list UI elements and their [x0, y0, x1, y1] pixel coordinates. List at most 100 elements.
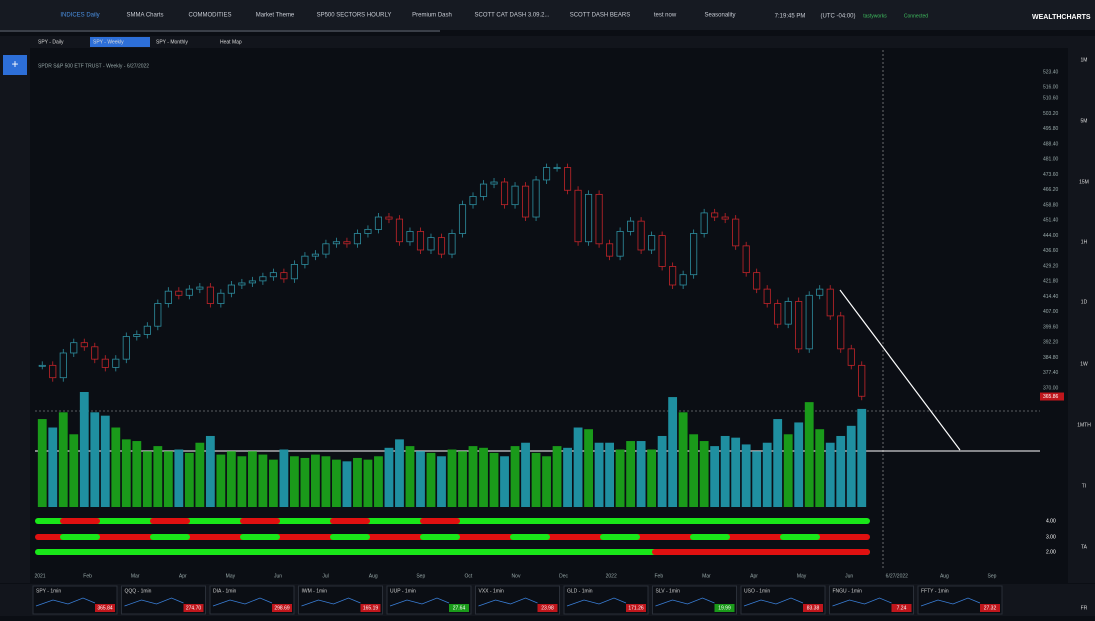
candle [553, 167, 561, 169]
sub-tab[interactable]: SPY - Monthly [156, 39, 188, 45]
volume-bar [268, 459, 278, 507]
candle [196, 286, 204, 290]
indicator-segment [652, 549, 870, 555]
last-price: 365.86 [1043, 394, 1059, 400]
top-tab[interactable]: SCOTT DASH BEARS [570, 13, 631, 19]
candle [374, 216, 383, 230]
top-tab[interactable]: COMMODITIES [189, 13, 232, 19]
price-box [891, 604, 912, 612]
ticker-card[interactable] [475, 585, 560, 615]
indicator-segment [60, 518, 100, 524]
y-tick-label: 516.00 [1043, 85, 1059, 91]
y-tick-label: 377.40 [1043, 370, 1059, 376]
x-tick-label: Mar [131, 573, 140, 579]
candle [290, 264, 298, 280]
volume-bar [773, 419, 783, 507]
x-tick-label: Feb [83, 573, 92, 579]
volume-bar [37, 419, 47, 507]
timeframe[interactable]: TA [1081, 544, 1088, 550]
candle [585, 193, 593, 243]
volume-bar [384, 447, 394, 507]
indicator-segment [780, 534, 820, 540]
top-tab[interactable]: test now [654, 13, 677, 19]
x-tick-label: 6/27/2022 [886, 573, 908, 579]
timeframe[interactable]: 1H [1081, 239, 1088, 245]
y-tick-label: 451.40 [1043, 218, 1059, 224]
volume-bar [689, 434, 699, 507]
candle [700, 212, 708, 234]
sparkline [832, 597, 892, 607]
x-tick-label: Mar [702, 573, 711, 579]
volume-bar [636, 441, 646, 507]
timeframe[interactable]: 5M [1081, 118, 1088, 124]
ticker-name: FFTY - 1min [921, 588, 949, 594]
ticker-price: 27.32 [984, 605, 997, 611]
sub-tab-bar [0, 36, 1095, 48]
price-box [803, 604, 823, 612]
timeframe[interactable]: 15M [1079, 179, 1089, 185]
right-toolbar [1068, 48, 1095, 583]
timeframe[interactable]: 1M [1081, 57, 1088, 63]
candle [490, 181, 498, 185]
sparkline [301, 597, 361, 607]
price-box [449, 604, 469, 612]
ticker-price: 171.26 [628, 605, 644, 611]
volume-bar [48, 427, 58, 507]
sub-tab[interactable]: Heat Map [220, 39, 242, 45]
volume-bar [710, 446, 720, 507]
y-tick-label: 523.40 [1043, 69, 1059, 75]
candle [847, 348, 855, 366]
top-tab[interactable]: SP500 SECTORS HOURLY [317, 13, 392, 19]
volume-bar [647, 449, 657, 507]
ticker-price: 298.69 [274, 605, 290, 611]
active-tab [90, 37, 150, 47]
top-tab[interactable]: SMMA Charts [126, 13, 163, 19]
timeframe[interactable]: 1MTH [1077, 422, 1091, 428]
candle [322, 243, 330, 255]
top-tab[interactable]: Seasonality [704, 13, 735, 19]
volume-bar [90, 412, 100, 507]
volume-bar [58, 412, 68, 507]
top-tab[interactable]: Premium Dash [412, 13, 452, 19]
candle [826, 288, 834, 317]
scroll [0, 30, 440, 32]
volume-bar [563, 447, 572, 507]
timeframe[interactable]: TI [1082, 483, 1086, 489]
top-tab[interactable]: SCOTT CAT DASH 3.09.2... [474, 13, 549, 19]
timeframe[interactable]: FR [1081, 605, 1088, 611]
indicator-rows [35, 518, 870, 555]
candle [206, 286, 214, 304]
y-tick-label: 466.20 [1043, 187, 1059, 193]
candle [837, 315, 845, 350]
candle [732, 218, 740, 247]
y-tick-label: 473.60 [1043, 172, 1059, 178]
x-tick-label: Aug [940, 573, 949, 579]
candle [564, 167, 572, 191]
top-tab[interactable]: INDICES Daily [60, 13, 99, 19]
top-tab[interactable]: Market Theme [256, 13, 295, 19]
timeframe[interactable]: 1D [1081, 299, 1088, 305]
candle [385, 216, 393, 220]
volume-bar [678, 412, 688, 507]
add-button[interactable] [3, 55, 27, 75]
candle [112, 358, 120, 368]
candle [70, 342, 78, 354]
volume-bar [205, 435, 215, 507]
candle [637, 220, 645, 251]
sub-tab[interactable]: SPY - Weekly [93, 39, 124, 45]
y-tick-label: 458.80 [1043, 202, 1059, 208]
volume-bar [825, 442, 835, 507]
timeframe[interactable]: 1W [1080, 361, 1088, 367]
candle [259, 276, 267, 282]
ticker-name: IWM - 1min [302, 588, 328, 594]
candle [742, 245, 750, 274]
x-tick-label: May [797, 573, 807, 579]
volume-bar [258, 454, 268, 507]
ticker-name: USO - 1min [744, 588, 770, 594]
y-tick-label: 399.60 [1043, 324, 1059, 330]
sub-tab[interactable]: SPY - Daily [38, 39, 64, 45]
ticker-name: VXX - 1min [479, 588, 505, 594]
